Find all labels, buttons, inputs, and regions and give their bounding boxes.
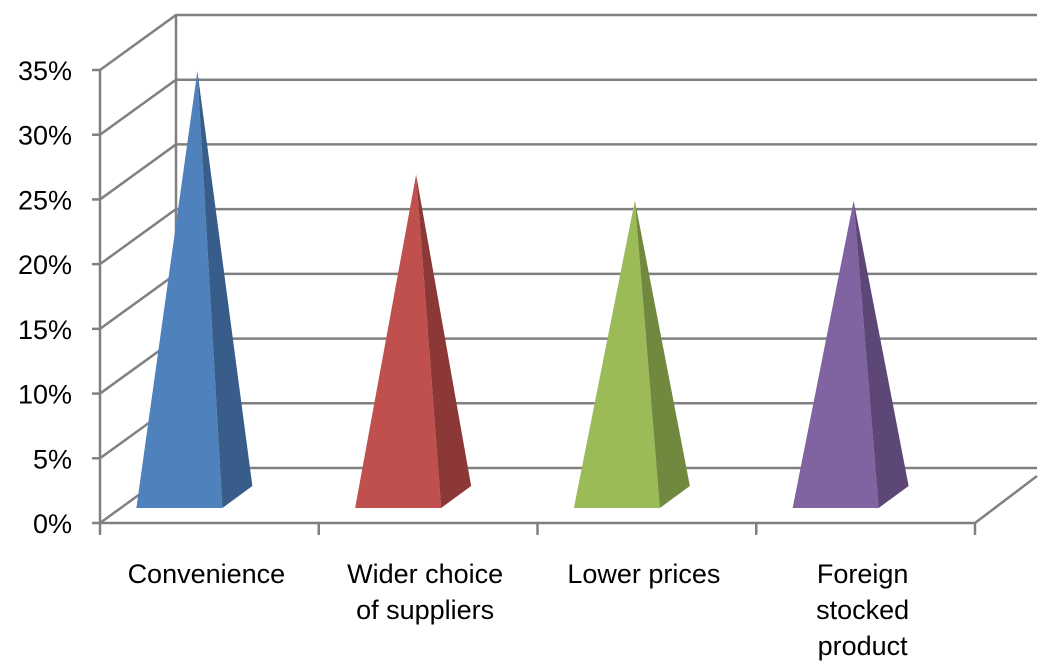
y-tick-label: 35% (18, 56, 72, 86)
gridline (99, 272, 1037, 330)
pyramid-side-face (853, 200, 909, 509)
y-tick-label: 15% (18, 315, 72, 345)
y-tick-label: 5% (33, 444, 72, 474)
gridline (99, 13, 1037, 72)
x-category-label: Wider choice of suppliers (325, 556, 525, 628)
gridline (99, 143, 1037, 201)
gridline (99, 337, 1037, 395)
y-tick-label: 0% (33, 509, 72, 539)
pyramid-front-face (573, 200, 660, 509)
x-category-label: Foreign stocked product (763, 556, 963, 664)
x-category-label-line: Lower prices (567, 559, 721, 589)
x-category-label-line: Foreign (816, 559, 909, 589)
pyramid-front-face (792, 200, 879, 509)
y-tick-label: 30% (18, 121, 72, 151)
pyramid-side-face (416, 174, 472, 508)
y-tick-label: 20% (18, 250, 72, 280)
x-category-label-line: stocked (816, 595, 910, 625)
x-category-label-line: product (817, 631, 908, 661)
pyramid-bar (355, 174, 472, 508)
x-category-label-line: of suppliers (356, 595, 495, 625)
pyramid-side-face (634, 200, 690, 509)
x-category-label-line: Wider choice (347, 559, 504, 589)
pyramid-side-face (197, 71, 253, 508)
gridline (99, 207, 1037, 266)
pyramid-front-face (136, 71, 223, 508)
x-category-label: Convenience (106, 556, 306, 592)
pyramid-bar (136, 71, 253, 508)
floor-edge (974, 475, 1038, 524)
gridline (99, 78, 1037, 136)
x-category-label-line: Convenience (127, 559, 286, 589)
x-category-label: Lower prices (544, 556, 744, 592)
pyramid-front-face (355, 174, 442, 508)
y-tick-label: 25% (18, 185, 72, 215)
pyramid-bar (573, 200, 690, 509)
pyramid-bar (792, 200, 909, 509)
y-tick-label: 10% (18, 380, 72, 410)
